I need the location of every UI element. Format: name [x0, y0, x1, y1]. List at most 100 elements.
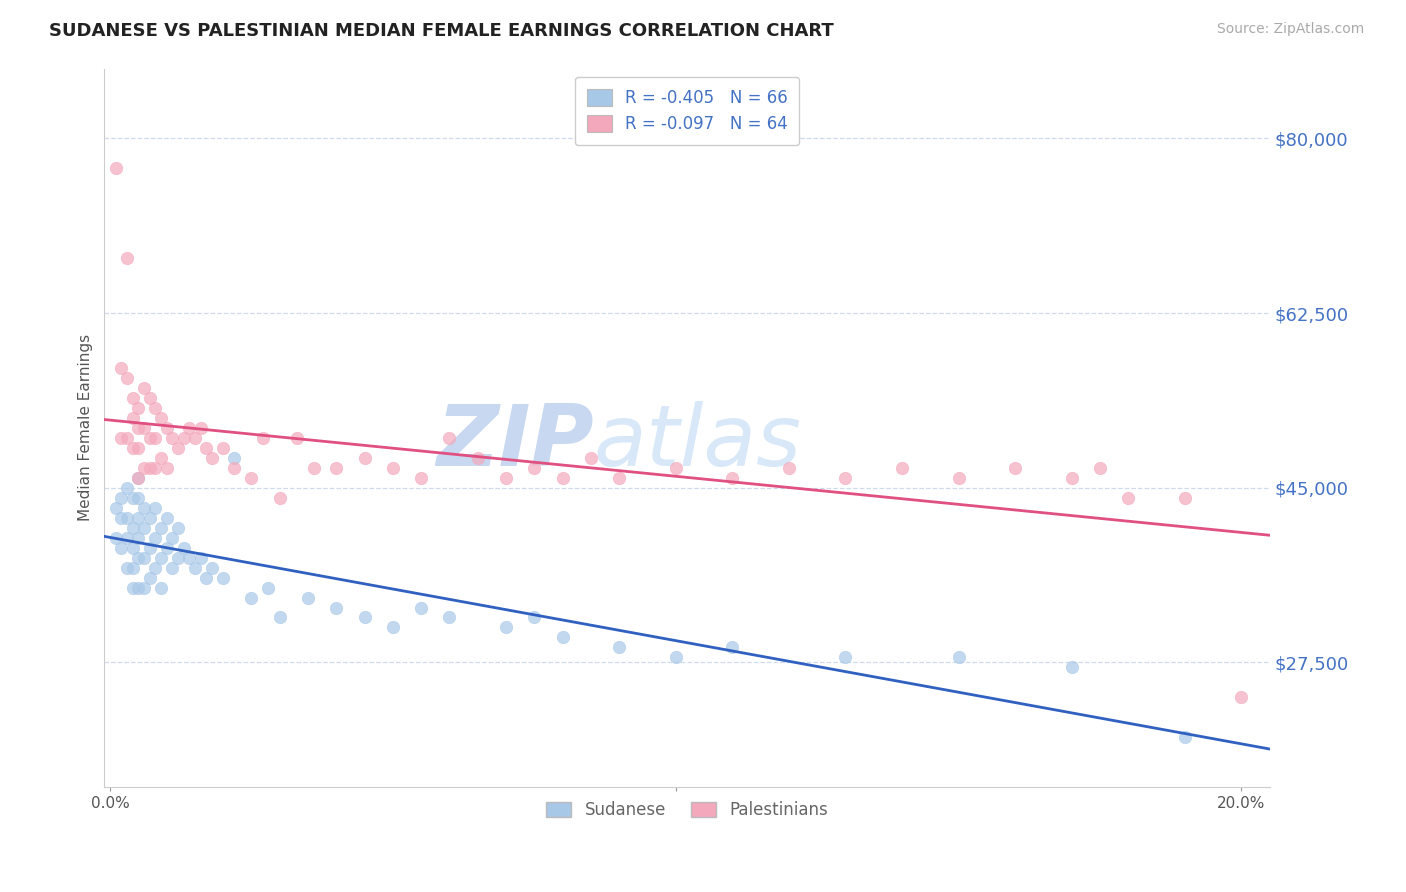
Point — [121, 391, 143, 405]
Point — [411, 600, 433, 615]
Point — [1088, 460, 1111, 475]
Point — [325, 460, 347, 475]
Point — [132, 500, 155, 515]
Point — [127, 401, 149, 415]
Point — [891, 460, 914, 475]
Point — [155, 510, 177, 524]
Point — [138, 541, 160, 555]
Point — [127, 531, 149, 545]
Point — [127, 471, 149, 485]
Point — [257, 581, 280, 595]
Point — [138, 570, 160, 584]
Point — [115, 560, 138, 574]
Point — [325, 600, 347, 615]
Point — [523, 460, 546, 475]
Legend: Sudanese, Palestinians: Sudanese, Palestinians — [540, 794, 835, 826]
Text: SUDANESE VS PALESTINIAN MEDIAN FEMALE EARNINGS CORRELATION CHART: SUDANESE VS PALESTINIAN MEDIAN FEMALE EA… — [49, 22, 834, 40]
Point — [948, 650, 970, 665]
Point — [155, 541, 177, 555]
Point — [212, 570, 235, 584]
Point — [184, 560, 207, 574]
Point — [173, 541, 195, 555]
Point — [138, 460, 160, 475]
Point — [353, 450, 375, 465]
Point — [1116, 491, 1139, 505]
Point — [162, 560, 184, 574]
Point — [1174, 491, 1197, 505]
Y-axis label: Median Female Earnings: Median Female Earnings — [79, 334, 93, 522]
Point — [143, 401, 166, 415]
Point — [104, 531, 127, 545]
Point — [132, 550, 155, 565]
Point — [721, 640, 744, 655]
Point — [110, 541, 132, 555]
Point — [162, 531, 184, 545]
Point — [115, 510, 138, 524]
Point — [110, 431, 132, 445]
Point — [665, 650, 688, 665]
Point — [121, 491, 143, 505]
Point — [224, 460, 246, 475]
Point — [467, 450, 489, 465]
Point — [948, 471, 970, 485]
Point — [149, 410, 172, 425]
Point — [132, 421, 155, 435]
Point — [721, 471, 744, 485]
Point — [115, 371, 138, 385]
Point — [240, 591, 263, 605]
Point — [121, 410, 143, 425]
Point — [121, 581, 143, 595]
Point — [381, 620, 404, 634]
Point — [143, 560, 166, 574]
Point — [1060, 471, 1083, 485]
Point — [1060, 660, 1083, 674]
Point — [149, 450, 172, 465]
Point — [665, 460, 688, 475]
Point — [132, 521, 155, 535]
Point — [778, 460, 800, 475]
Point — [495, 471, 517, 485]
Point — [167, 550, 190, 565]
Point — [110, 510, 132, 524]
Point — [138, 391, 160, 405]
Point — [110, 491, 132, 505]
Point — [523, 610, 546, 624]
Point — [495, 620, 517, 634]
Point — [201, 450, 224, 465]
Point — [121, 521, 143, 535]
Point — [224, 450, 246, 465]
Point — [121, 560, 143, 574]
Point — [1230, 690, 1253, 705]
Point — [104, 500, 127, 515]
Point — [212, 441, 235, 455]
Point — [155, 421, 177, 435]
Point — [149, 581, 172, 595]
Point — [143, 460, 166, 475]
Point — [127, 581, 149, 595]
Point — [115, 531, 138, 545]
Point — [162, 431, 184, 445]
Point — [127, 491, 149, 505]
Point — [439, 431, 461, 445]
Point — [132, 381, 155, 395]
Point — [190, 421, 212, 435]
Point — [138, 510, 160, 524]
Point — [834, 650, 856, 665]
Point — [149, 550, 172, 565]
Point — [551, 631, 574, 645]
Point — [127, 441, 149, 455]
Point — [143, 531, 166, 545]
Point — [179, 421, 201, 435]
Point — [297, 591, 319, 605]
Point — [143, 500, 166, 515]
Point — [149, 521, 172, 535]
Point — [132, 581, 155, 595]
Point — [167, 441, 190, 455]
Point — [121, 441, 143, 455]
Point — [411, 471, 433, 485]
Point — [302, 460, 325, 475]
Point — [127, 550, 149, 565]
Point — [190, 550, 212, 565]
Point — [167, 521, 190, 535]
Point — [138, 431, 160, 445]
